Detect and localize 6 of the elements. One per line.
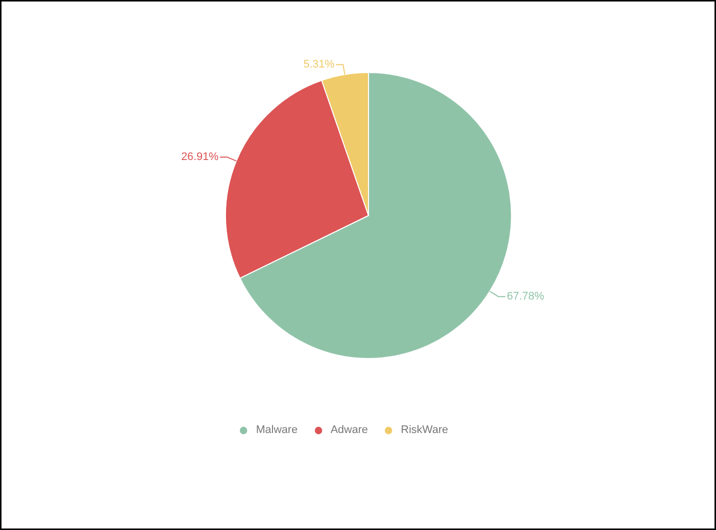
legend-label: Adware <box>330 424 368 436</box>
legend-label: RiskWare <box>400 424 448 436</box>
legend-label: Malware <box>256 424 298 436</box>
data-label: 5.31% <box>303 58 335 71</box>
data-label: 26.91% <box>181 151 219 164</box>
data-label: 67.78% <box>506 290 544 303</box>
